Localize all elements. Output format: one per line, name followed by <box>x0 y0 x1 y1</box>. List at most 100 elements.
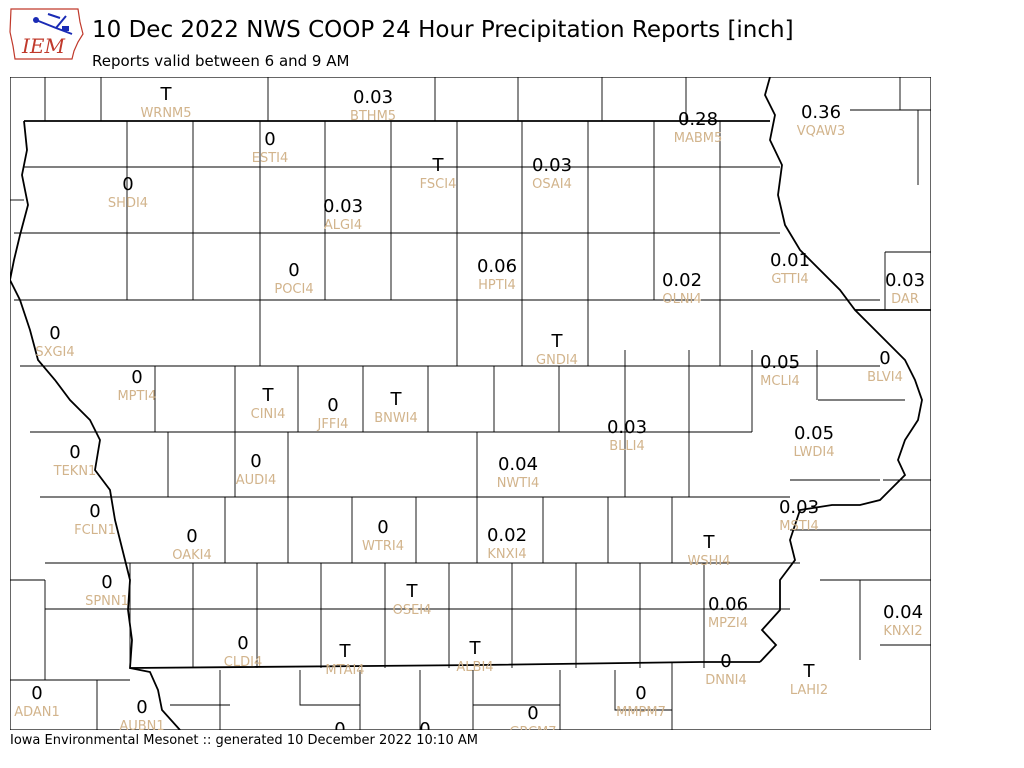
precip-value: 0 <box>69 442 80 463</box>
precip-value: 0 <box>527 703 538 724</box>
station-id-label: DAR <box>891 292 919 307</box>
precip-value: 0 <box>49 323 60 344</box>
precip-value: T <box>339 641 352 662</box>
station-id-label: POCI4 <box>274 282 313 297</box>
precip-value: 0.05 <box>794 423 834 444</box>
station-id-label: KNXI2 <box>883 624 922 639</box>
station-id-label: MPTI4 <box>117 389 156 404</box>
station-id-label: OSAI4 <box>532 177 572 192</box>
station-id-label: TEKN1 <box>53 464 97 479</box>
station-id-label: MPZI4 <box>708 616 748 631</box>
precip-value: 0.03 <box>607 417 647 438</box>
station-id-label: WRNM5 <box>140 106 191 121</box>
precip-value: T <box>262 385 275 406</box>
county-lines <box>10 77 931 730</box>
iem-logo: IEM <box>8 6 86 62</box>
station-id-label: AUDI4 <box>236 473 277 488</box>
station-id-label: LWDI4 <box>793 445 834 460</box>
precip-value: 0.01 <box>770 250 810 271</box>
precip-value: 0 <box>31 683 42 704</box>
station-id-label: ALBI4 <box>456 660 493 675</box>
precip-value: T <box>551 331 564 352</box>
station-id-label: OSEI4 <box>393 603 432 618</box>
precip-value: 0 <box>131 367 142 388</box>
station-id-label: ALGI4 <box>324 218 362 233</box>
precip-value: 0.03 <box>353 87 393 108</box>
station-id-label: WSHI4 <box>688 554 731 569</box>
precip-value: 0.03 <box>885 270 925 291</box>
station-id-label: NWTI4 <box>497 476 540 491</box>
station-id-label: BTHM5 <box>350 109 396 124</box>
precip-value: 0.03 <box>779 497 819 518</box>
page-title: 10 Dec 2022 NWS COOP 24 Hour Precipitati… <box>92 17 794 43</box>
station-id-label: MCLI4 <box>760 374 800 389</box>
station-id-label: BLLI4 <box>609 439 645 454</box>
precip-value: 0.28 <box>678 109 718 130</box>
station-id-label: JFFI4 <box>317 417 349 432</box>
precip-value: 0.36 <box>801 102 841 123</box>
precip-value: 0.02 <box>662 270 702 291</box>
precip-value: 0.04 <box>883 602 923 623</box>
precip-value: 0 <box>122 174 133 195</box>
precip-value: 0 <box>264 129 275 150</box>
precip-value: T <box>406 581 419 602</box>
precip-value: 0.03 <box>532 155 572 176</box>
precip-value: T <box>160 84 173 105</box>
footer-credit: Iowa Environmental Mesonet :: generated … <box>10 733 478 748</box>
precip-value: 0.05 <box>760 352 800 373</box>
precip-value: 0 <box>288 260 299 281</box>
station-st2: 0ST2 <box>419 719 430 730</box>
precip-value: 0 <box>237 633 248 654</box>
state-borders <box>10 77 931 730</box>
station-id-label: MSTI4 <box>779 519 819 534</box>
precip-value: 0.04 <box>498 454 538 475</box>
station-id-label: OLNI4 <box>662 292 701 307</box>
precip-value: 0 <box>327 395 338 416</box>
station-id-label: GTTI4 <box>771 272 808 287</box>
station-id-label: CLDI4 <box>224 655 262 670</box>
precip-value: 0.06 <box>708 594 748 615</box>
station-id-label: ESTI4 <box>252 151 289 166</box>
station-id-label: BLVI4 <box>867 370 903 385</box>
map-frame <box>10 77 931 730</box>
station-id-label: GRCM7 <box>509 725 556 730</box>
precip-value: 0 <box>879 348 890 369</box>
precip-value: 0 <box>101 572 112 593</box>
station-id-label: SPNN1 <box>85 594 129 609</box>
station-id-label: FCLN1 <box>74 523 116 538</box>
precip-value: T <box>390 389 403 410</box>
